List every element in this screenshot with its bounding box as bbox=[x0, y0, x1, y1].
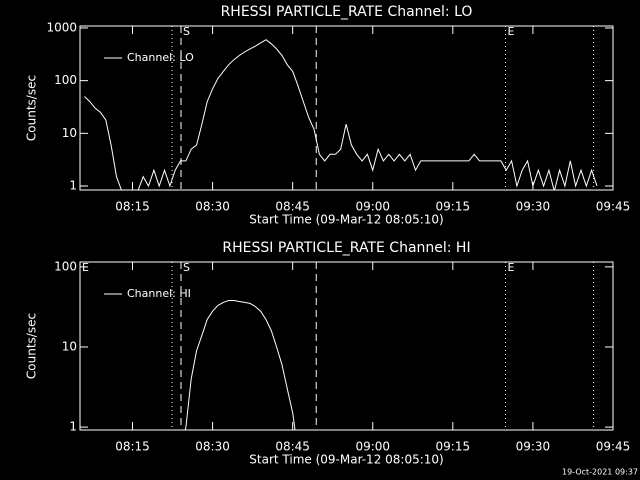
x-tick-label: 09:30 bbox=[516, 200, 551, 214]
plot-frame bbox=[79, 261, 614, 431]
y-axis-label: Counts/sec bbox=[25, 313, 39, 379]
y-tick-label: 10 bbox=[62, 126, 77, 140]
chart-title: RHESSI PARTICLE_RATE Channel: HI bbox=[222, 240, 470, 256]
data-line bbox=[184, 300, 296, 430]
event-label: S bbox=[183, 261, 190, 274]
event-label: S bbox=[183, 25, 190, 38]
y-tick-label: 1000 bbox=[46, 20, 77, 34]
x-tick-label: 09:30 bbox=[516, 440, 551, 454]
chart-title: RHESSI PARTICLE_RATE Channel: LO bbox=[221, 4, 473, 20]
plot-frame bbox=[79, 25, 614, 191]
event-label: E bbox=[82, 261, 89, 274]
event-label: E bbox=[508, 261, 515, 274]
y-tick-label: 100 bbox=[54, 73, 77, 87]
y-tick-label: 100 bbox=[54, 259, 77, 273]
y-axis-label: Counts/sec bbox=[25, 75, 39, 141]
event-label: E bbox=[508, 25, 515, 38]
x-axis-label: Start Time (09-Mar-12 08:05:10) bbox=[249, 453, 443, 467]
x-tick-label: 08:15 bbox=[115, 200, 150, 214]
legend-label: Channel: LO bbox=[127, 51, 194, 64]
y-tick-label: 1 bbox=[69, 179, 77, 193]
x-tick-label: 09:15 bbox=[436, 200, 471, 214]
y-tick-label: 1 bbox=[69, 420, 77, 434]
x-tick-label: 08:30 bbox=[195, 440, 230, 454]
x-tick-label: 09:15 bbox=[436, 440, 471, 454]
x-tick-label: 08:45 bbox=[275, 200, 310, 214]
x-tick-label: 09:00 bbox=[355, 440, 390, 454]
x-tick-label: 09:45 bbox=[596, 200, 631, 214]
legend-label: Channel: HI bbox=[127, 287, 191, 300]
x-tick-label: 08:30 bbox=[195, 200, 230, 214]
x-tick-label: 08:45 bbox=[275, 440, 310, 454]
x-tick-label: 09:00 bbox=[355, 200, 390, 214]
footer: 19-Oct-2021 09:37 bbox=[562, 468, 638, 477]
data-line bbox=[84, 39, 598, 190]
x-tick-label: 09:45 bbox=[596, 440, 631, 454]
x-tick-label: 08:15 bbox=[115, 440, 150, 454]
x-axis-label: Start Time (09-Mar-12 08:05:10) bbox=[249, 213, 443, 227]
y-tick-label: 10 bbox=[62, 339, 77, 353]
